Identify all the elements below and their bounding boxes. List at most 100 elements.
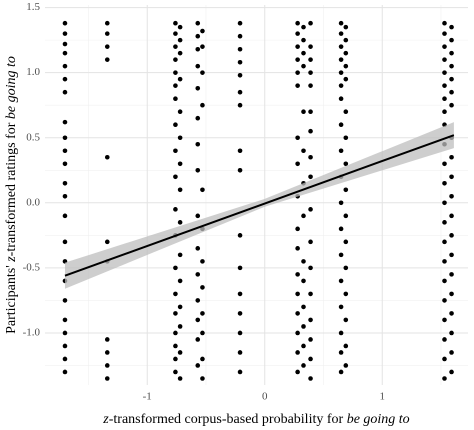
point xyxy=(338,96,344,101)
y-axis-title-part: -transformed ratings for xyxy=(4,119,19,256)
point xyxy=(308,20,313,26)
point xyxy=(338,31,344,36)
point xyxy=(237,148,243,154)
point xyxy=(442,220,447,225)
point xyxy=(343,343,349,349)
point xyxy=(62,161,68,167)
point xyxy=(195,20,201,26)
point xyxy=(104,57,110,62)
point xyxy=(343,363,349,368)
point xyxy=(442,337,447,342)
point xyxy=(237,89,243,95)
point xyxy=(308,207,313,212)
point xyxy=(301,343,306,349)
point xyxy=(173,20,178,26)
point xyxy=(338,252,344,258)
point xyxy=(237,167,243,173)
point xyxy=(173,96,178,101)
x-axis-title-part: be going to xyxy=(347,412,410,427)
point xyxy=(301,148,306,154)
point xyxy=(442,31,447,36)
point xyxy=(195,246,201,251)
point xyxy=(449,330,454,336)
point xyxy=(442,83,447,88)
point xyxy=(177,135,183,141)
point xyxy=(104,20,110,26)
point xyxy=(173,31,178,36)
point xyxy=(343,63,349,69)
point xyxy=(301,213,306,219)
point xyxy=(62,239,68,245)
point xyxy=(177,304,183,310)
point xyxy=(449,37,454,43)
point xyxy=(104,350,110,355)
point xyxy=(62,20,68,26)
point xyxy=(308,154,313,160)
point xyxy=(295,330,300,336)
point xyxy=(237,233,243,238)
point xyxy=(295,350,300,355)
point xyxy=(195,46,201,52)
point xyxy=(449,213,454,219)
point xyxy=(62,63,68,69)
point xyxy=(442,317,447,323)
point xyxy=(338,83,344,88)
point xyxy=(449,194,454,199)
point xyxy=(104,239,110,245)
point xyxy=(177,161,183,167)
point xyxy=(343,317,349,323)
x-tick-label: 1 xyxy=(379,391,385,403)
point xyxy=(195,298,201,303)
point xyxy=(237,72,243,78)
point xyxy=(338,70,344,75)
point xyxy=(62,119,68,125)
point xyxy=(200,285,205,290)
point xyxy=(343,187,349,193)
point xyxy=(449,272,454,277)
point xyxy=(62,135,68,141)
point xyxy=(173,356,178,362)
point xyxy=(338,44,344,49)
point xyxy=(343,161,349,167)
point xyxy=(442,161,447,167)
point xyxy=(442,20,447,26)
point xyxy=(62,76,68,82)
point xyxy=(237,311,243,316)
x-tick-label: -1 xyxy=(143,391,152,403)
point xyxy=(308,239,313,245)
point xyxy=(173,174,178,180)
point xyxy=(200,330,205,336)
point xyxy=(237,33,243,39)
point xyxy=(338,200,344,206)
point xyxy=(449,76,454,82)
point xyxy=(308,83,313,88)
point xyxy=(195,115,201,121)
point xyxy=(442,239,447,245)
point xyxy=(338,369,344,375)
y-tick-label: 1.5 xyxy=(26,1,40,13)
point xyxy=(62,369,68,375)
point xyxy=(343,24,349,30)
point xyxy=(195,33,201,39)
point xyxy=(449,63,454,69)
point xyxy=(177,376,183,381)
point xyxy=(295,161,300,167)
y-tick-label: 0.0 xyxy=(26,196,40,208)
point xyxy=(308,317,313,323)
point xyxy=(338,57,344,62)
y-axis-title-part: Participants' xyxy=(4,262,19,334)
point xyxy=(343,135,349,141)
x-axis-title-part: -transformed corpus-based probability fo… xyxy=(109,412,347,427)
point xyxy=(173,291,178,297)
point xyxy=(177,109,183,115)
point xyxy=(237,59,243,65)
point xyxy=(343,109,349,115)
point xyxy=(338,122,344,128)
point xyxy=(449,252,454,258)
point xyxy=(177,37,183,43)
point xyxy=(442,259,447,264)
point xyxy=(62,194,68,199)
point xyxy=(62,31,68,36)
point xyxy=(177,76,183,82)
